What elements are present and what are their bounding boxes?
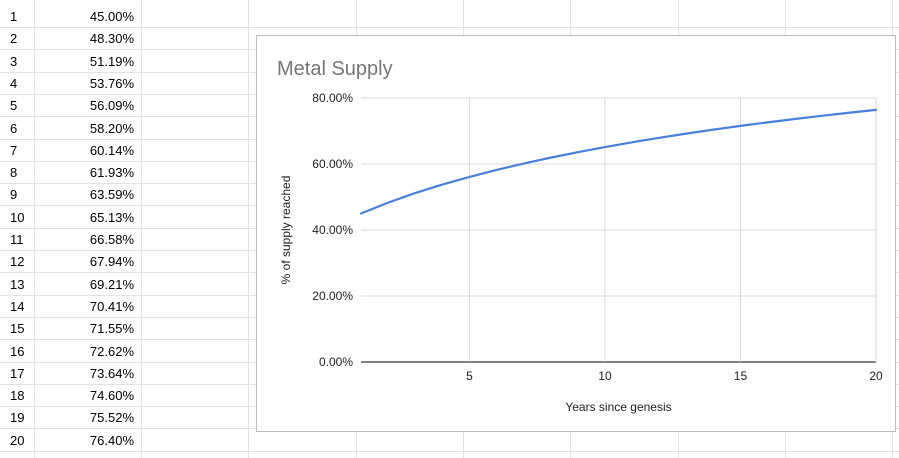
percent-value-cell[interactable]: 74.60% xyxy=(89,388,134,404)
percent-value-cell[interactable]: 66.58% xyxy=(89,232,134,247)
row-index-cell[interactable]: 12 xyxy=(10,254,25,270)
percent-value-cell[interactable]: 63.59% xyxy=(89,187,134,203)
line-chart: Metal Supply 0.00% 20.00% 40.00% 60.00% 80.00… xyxy=(277,58,883,414)
y-tick-label: 20.00% xyxy=(312,289,353,303)
percent-value-cell[interactable]: 72.62% xyxy=(89,343,134,359)
percent-value-cell[interactable]: 56.09% xyxy=(89,98,134,114)
percent-value-cell[interactable]: 67.94% xyxy=(89,254,134,270)
percent-value-cell[interactable]: 45.00% xyxy=(89,9,134,24)
percent-value-cell[interactable]: 48.30% xyxy=(89,31,134,47)
percent-value-cell[interactable]: 61.93% xyxy=(89,165,134,181)
row-index-cell[interactable]: 14 xyxy=(10,298,25,314)
row-index-cell[interactable]: 6 xyxy=(10,120,18,136)
row-index-cell[interactable]: 10 xyxy=(10,209,25,225)
column-divider xyxy=(248,0,249,458)
percent-value-cell[interactable]: 73.64% xyxy=(89,365,134,381)
row-index-cell[interactable]: 1 xyxy=(10,9,18,24)
row-index-cell[interactable]: 20 xyxy=(10,432,25,448)
x-tick-label: 15 xyxy=(734,369,748,383)
percent-value-cell[interactable]: 69.21% xyxy=(89,276,134,292)
y-tick-label: 0.00% xyxy=(319,355,353,369)
row-index-cell[interactable]: 13 xyxy=(10,276,25,292)
percent-value-cell[interactable]: 70.41% xyxy=(89,298,134,314)
row-index-cell[interactable]: 17 xyxy=(10,365,25,381)
row-index-cell[interactable]: 11 xyxy=(10,232,24,247)
percent-value-cell[interactable]: 71.55% xyxy=(89,321,134,337)
table-row[interactable]: 1 45.00% xyxy=(0,6,899,28)
row-index-cell[interactable]: 18 xyxy=(10,388,25,404)
x-tick-label: 5 xyxy=(466,369,473,383)
series-line[interactable] xyxy=(359,108,878,215)
percent-value-cell[interactable]: 65.13% xyxy=(89,209,134,225)
row-index-cell[interactable]: 7 xyxy=(10,142,18,158)
y-axis-title: % of supply reached xyxy=(279,176,293,285)
row-index-cell[interactable]: 3 xyxy=(10,53,18,69)
row-index-cell[interactable]: 16 xyxy=(10,343,25,359)
row-index-cell[interactable]: 2 xyxy=(10,31,18,47)
percent-value-cell[interactable]: 75.52% xyxy=(89,410,134,426)
percent-value-cell[interactable]: 58.20% xyxy=(89,120,134,136)
y-tick-label: 80.00% xyxy=(312,91,353,105)
percent-value-cell[interactable]: 53.76% xyxy=(89,75,134,91)
column-divider xyxy=(34,0,35,458)
row-index-cell[interactable]: 19 xyxy=(10,410,25,426)
row-index-cell[interactable]: 9 xyxy=(10,187,18,203)
y-tick-label: 60.00% xyxy=(312,157,353,171)
percent-value-cell[interactable]: 60.14% xyxy=(89,142,134,158)
x-tick-label: 10 xyxy=(598,369,612,383)
x-tick-label: 20 xyxy=(869,369,883,383)
row-index-cell[interactable]: 5 xyxy=(10,98,18,114)
embedded-chart[interactable]: Metal Supply 0.00% 20.00% 40.00% 60.00% 80.00… xyxy=(256,35,896,432)
percent-value-cell[interactable]: 76.40% xyxy=(89,432,134,448)
x-axis-title: Years since genesis xyxy=(565,400,671,414)
column-divider xyxy=(141,0,142,458)
row-index-cell[interactable]: 8 xyxy=(10,165,18,181)
table-row[interactable]: 20 76.40% xyxy=(0,430,899,452)
chart-title: Metal Supply xyxy=(277,58,393,80)
row-index-cell[interactable]: 4 xyxy=(10,75,18,91)
row-index-cell[interactable]: 15 xyxy=(10,321,25,337)
y-tick-label: 40.00% xyxy=(312,223,353,237)
percent-value-cell[interactable]: 51.19% xyxy=(89,53,134,69)
